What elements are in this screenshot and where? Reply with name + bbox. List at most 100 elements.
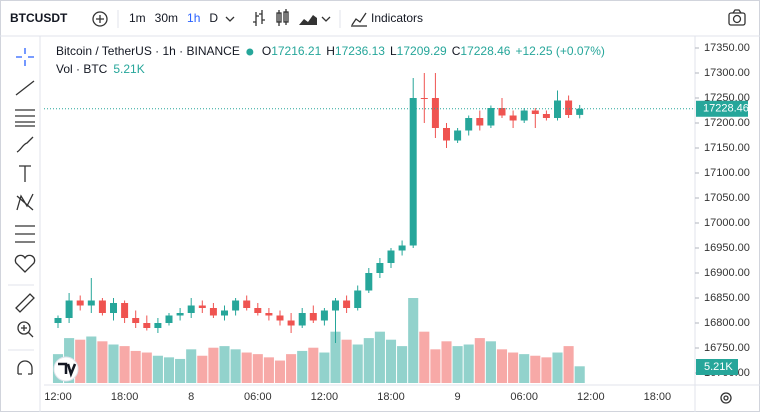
- volume-bar: [308, 347, 319, 383]
- time-tick-label: 8: [188, 391, 194, 403]
- trend-line-tool[interactable]: [15, 80, 35, 96]
- zoom-tool[interactable]: [17, 321, 34, 338]
- volume-bar: [86, 336, 97, 383]
- style-dropdown[interactable]: [321, 16, 331, 22]
- volume-bar: [430, 349, 441, 383]
- candle-body: [87, 300, 95, 306]
- volume-bar: [274, 360, 286, 383]
- brush-tool[interactable]: [16, 136, 34, 153]
- time-tick-label: 18:00: [377, 391, 405, 403]
- measure-tool[interactable]: [15, 293, 35, 313]
- interval-button[interactable]: 1h: [187, 11, 200, 25]
- candle-body: [443, 128, 450, 141]
- candle-body: [254, 308, 262, 313]
- volume-bar: [119, 346, 130, 383]
- volume-bar: [374, 331, 385, 383]
- volume-bar: [263, 357, 274, 383]
- price-tick-label: 17050.00: [704, 192, 750, 204]
- indicators-label[interactable]: Indicators: [371, 11, 423, 25]
- volume-value: 5.21K: [113, 62, 144, 76]
- candle-body: [309, 313, 317, 321]
- candle-body: [265, 313, 273, 316]
- candle-body: [209, 308, 217, 316]
- time-tick-label: 12:00: [577, 391, 605, 403]
- price-label: 17228.46: [703, 103, 749, 115]
- legend: Bitcoin / TetherUS · 1h · BINANCE O 17216.…: [56, 44, 605, 76]
- volume-bar: [552, 352, 563, 383]
- bar-style[interactable]: [253, 10, 265, 26]
- candle-body: [398, 245, 406, 251]
- candle-body: [276, 315, 284, 321]
- candle-body: [376, 263, 384, 273]
- text-tool[interactable]: [19, 165, 31, 182]
- price-tick-label: 17100.00: [704, 167, 750, 179]
- area-style[interactable]: [299, 15, 317, 25]
- plot: 17350.0017300.0017250.0017200.0017150.00…: [44, 42, 750, 403]
- candle-body: [143, 323, 151, 328]
- volume-bar: [385, 339, 397, 383]
- volume-bar: [219, 346, 230, 383]
- price-tick-label: 16850.00: [704, 292, 750, 304]
- projection-tool[interactable]: [15, 225, 35, 243]
- crosshair-tool[interactable]: [16, 48, 34, 66]
- candle-body: [454, 130, 462, 141]
- ohlc-prefix: O: [262, 44, 271, 58]
- volume-bar: [330, 331, 341, 383]
- candle-body: [176, 313, 184, 316]
- volume-bar: [197, 355, 208, 383]
- interval-button[interactable]: D: [209, 11, 218, 25]
- candle-style[interactable]: [276, 9, 289, 26]
- pattern-tool[interactable]: [16, 193, 34, 211]
- price-tick-label: 17000.00: [704, 217, 750, 229]
- candle-body: [365, 273, 373, 291]
- candle-body: [298, 313, 306, 326]
- symbol[interactable]: BTCUSDT: [10, 11, 68, 25]
- indicators-button[interactable]: Indicators: [351, 11, 423, 27]
- candle-body: [54, 318, 62, 323]
- interval-button[interactable]: 1m: [129, 11, 146, 25]
- volume-bar: [519, 354, 530, 383]
- candle-body: [420, 98, 428, 99]
- candle-body: [287, 320, 295, 326]
- price-tick-label: 17350.00: [704, 42, 750, 54]
- volume-bar: [230, 349, 241, 383]
- volume-bar: [530, 355, 541, 383]
- candle-body: [531, 110, 539, 114]
- volume-bar: [441, 341, 452, 383]
- snapshot-button[interactable]: [728, 9, 746, 26]
- ohlc-prefix: C: [452, 44, 461, 58]
- volume-bar: [463, 344, 474, 383]
- interval-button[interactable]: 30m: [155, 11, 178, 25]
- ohlc-value: 17216.21: [271, 44, 321, 58]
- candle-body: [332, 300, 339, 311]
- volume-bar: [541, 357, 552, 383]
- time-tick-label: 9: [455, 391, 461, 403]
- favorites-tool[interactable]: [14, 254, 36, 273]
- volume-bar: [286, 354, 297, 383]
- volume-bar: [574, 366, 585, 383]
- fib-tool[interactable]: [15, 109, 35, 127]
- volume-label: 5.21K: [704, 361, 733, 373]
- candle-body: [487, 108, 495, 126]
- volume-bar: [141, 352, 152, 383]
- change: +12.25 (+0.07%): [515, 44, 604, 58]
- candle-body: [409, 98, 417, 246]
- ohlc-value: 17209.29: [397, 44, 447, 58]
- interval-dropdown[interactable]: [225, 16, 235, 22]
- candle-body: [509, 115, 517, 121]
- series-title: Bitcoin / TetherUS · 1h · BINANCE: [56, 44, 240, 58]
- volume-bar: [108, 344, 119, 383]
- gear[interactable]: [720, 392, 732, 404]
- add-symbol[interactable]: [92, 11, 108, 27]
- candle-body: [65, 300, 73, 318]
- volume-title: Vol · BTC: [56, 62, 108, 76]
- candle-body: [542, 114, 550, 118]
- candle-body: [110, 303, 117, 313]
- candle-body: [121, 303, 129, 318]
- time-tick-label: 18:00: [644, 391, 672, 403]
- candle-body: [320, 310, 328, 321]
- ohlc-value: 17228.46: [460, 44, 510, 58]
- price-label-box: [696, 100, 748, 117]
- magnet-tool[interactable]: [17, 360, 33, 375]
